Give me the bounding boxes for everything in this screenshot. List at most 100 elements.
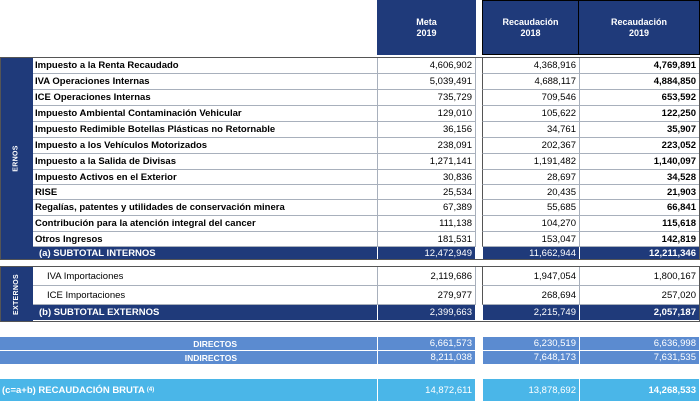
table-row: Regalías, patentes y utilidades de conse… <box>33 200 700 216</box>
cell-meta: 129,010 <box>377 106 476 122</box>
directos-r2019: 6,636,998 <box>579 337 700 351</box>
recaudacion-bruta-row: (c=a+b) RECAUDACIÓN BRUTA (4) 14,872,611… <box>0 379 700 401</box>
table-row: Impuesto a los Vehículos Motorizados 238… <box>33 138 700 154</box>
cell-r2018: 268,694 <box>482 286 579 305</box>
cell-r2019: 4,884,850 <box>579 74 700 90</box>
cell-meta: 238,091 <box>377 138 476 154</box>
subtotal-internos-meta: 12,472,949 <box>377 247 476 260</box>
table-row: Impuesto Redimible Botellas Plásticas no… <box>33 122 700 138</box>
subtotal-externos-meta: 2,399,663 <box>377 305 476 320</box>
cell-r2019: 66,841 <box>579 200 700 216</box>
section-label-internos: ERNOS <box>0 57 33 259</box>
subtotal-internos-r2019: 12,211,346 <box>579 247 700 260</box>
cell-r2018: 202,367 <box>482 138 579 154</box>
row-label: ICE Importaciones <box>33 286 377 305</box>
cell-meta: 25,534 <box>377 185 476 200</box>
table-row: ICE Importaciones 279,977 268,694 257,02… <box>33 286 700 305</box>
cell-r2019: 257,020 <box>579 286 700 305</box>
subtotal-externos-label: (b) SUBTOTAL EXTERNOS <box>33 305 377 320</box>
indirectos-meta: 8,211,038 <box>377 351 476 365</box>
header-meta-2019: Meta 2019 <box>377 0 476 55</box>
subtotal-externos-r2018: 2,215,749 <box>482 305 579 320</box>
cell-r2018: 4,688,117 <box>482 74 579 90</box>
row-label: Otros Ingresos <box>33 232 377 247</box>
row-label: Impuesto a la Renta Recaudado <box>33 58 377 74</box>
cell-meta: 2,119,686 <box>377 267 476 286</box>
cell-r2018: 1,191,482 <box>482 154 579 170</box>
indirectos-label: INDIRECTOS <box>0 351 377 365</box>
directos-label: DIRECTOS <box>0 337 377 351</box>
cell-r2019: 4,769,891 <box>579 58 700 74</box>
subtotal-internos-label: (a) SUBTOTAL INTERNOS <box>33 247 377 260</box>
header-recaudacion-2019: Recaudación 2019 <box>579 0 700 55</box>
row-label: ICE Operaciones Internas <box>33 90 377 106</box>
cell-r2018: 153,047 <box>482 232 579 247</box>
header-r2019-title: Recaudación <box>610 16 668 27</box>
indirectos-r2019: 7,631,535 <box>579 351 700 365</box>
header-meta-year: 2019 <box>416 27 437 38</box>
cell-r2018: 105,622 <box>482 106 579 122</box>
cell-r2019: 122,250 <box>579 106 700 122</box>
cell-r2018: 104,270 <box>482 216 579 232</box>
cell-r2018: 34,761 <box>482 122 579 138</box>
table-row: Impuesto Activos en el Exterior 30,836 2… <box>33 170 700 185</box>
cell-r2019: 115,618 <box>579 216 700 232</box>
table-row: RISE 25,534 20,435 21,903 <box>33 185 700 200</box>
cell-r2019: 1,800,167 <box>579 267 700 286</box>
recaudacion-bruta-text: (c=a+b) RECAUDACIÓN BRUTA <box>2 384 145 396</box>
cell-meta: 4,606,902 <box>377 58 476 74</box>
row-label: Impuesto Activos en el Exterior <box>33 170 377 185</box>
cell-meta: 111,138 <box>377 216 476 232</box>
indirectos-row: INDIRECTOS 8,211,038 7,648,173 7,631,535 <box>0 351 700 365</box>
cell-r2018: 1,947,054 <box>482 267 579 286</box>
row-label: Impuesto a los Vehículos Motorizados <box>33 138 377 154</box>
row-label: Impuesto Ambiental Contaminación Vehicul… <box>33 106 377 122</box>
cell-r2019: 1,140,097 <box>579 154 700 170</box>
cell-meta: 279,977 <box>377 286 476 305</box>
header-meta-title: Meta <box>416 16 437 27</box>
recaudacion-bruta-meta: 14,872,611 <box>377 379 476 401</box>
subtotal-externos-r2019: 2,057,187 <box>579 305 700 320</box>
row-label: Impuesto a la Salida de Divisas <box>33 154 377 170</box>
recaudacion-bruta-label: (c=a+b) RECAUDACIÓN BRUTA (4) <box>0 379 377 401</box>
row-label: Regalías, patentes y utilidades de conse… <box>33 200 377 216</box>
table-row: Otros Ingresos 181,531 153,047 142,819 <box>33 232 700 247</box>
table-row: Impuesto a la Renta Recaudado 4,606,902 … <box>33 58 700 74</box>
row-label: Contribución para la atención integral d… <box>33 216 377 232</box>
cell-meta: 735,729 <box>377 90 476 106</box>
directos-r2018: 6,230,519 <box>482 337 579 351</box>
table-row: IVA Operaciones Internas 5,039,491 4,688… <box>33 74 700 90</box>
table-row: ICE Operaciones Internas 735,729 709,546… <box>33 90 700 106</box>
recaudacion-bruta-r2018: 13,878,692 <box>482 379 579 401</box>
recaudacion-bruta-r2019: 14,268,533 <box>579 379 700 401</box>
section-label-externos: EXTERNOS <box>0 266 33 322</box>
directos-row: DIRECTOS 6,661,573 6,230,519 6,636,998 <box>0 337 700 351</box>
header-r2018-year: 2018 <box>520 27 541 38</box>
cell-r2018: 4,368,916 <box>482 58 579 74</box>
subtotal-internos-row: (a) SUBTOTAL INTERNOS 12,472,949 11,662,… <box>33 247 700 260</box>
indirectos-r2018: 7,648,173 <box>482 351 579 365</box>
table-row: Impuesto a la Salida de Divisas 1,271,14… <box>33 154 700 170</box>
cell-r2019: 34,528 <box>579 170 700 185</box>
row-label: Impuesto Redimible Botellas Plásticas no… <box>33 122 377 138</box>
cell-r2018: 709,546 <box>482 90 579 106</box>
header-r2019-year: 2019 <box>628 27 650 38</box>
cell-r2018: 55,685 <box>482 200 579 216</box>
cell-meta: 1,271,141 <box>377 154 476 170</box>
table-row: Impuesto Ambiental Contaminación Vehicul… <box>33 106 700 122</box>
row-label: IVA Operaciones Internas <box>33 74 377 90</box>
cell-meta: 36,156 <box>377 122 476 138</box>
cell-r2019: 21,903 <box>579 185 700 200</box>
cell-meta: 30,836 <box>377 170 476 185</box>
cell-r2018: 28,697 <box>482 170 579 185</box>
table-row: IVA Importaciones 2,119,686 1,947,054 1,… <box>33 267 700 286</box>
recaudacion-bruta-note: (4) <box>146 387 155 393</box>
cell-meta: 67,389 <box>377 200 476 216</box>
cell-r2019: 142,819 <box>579 232 700 247</box>
cell-meta: 181,531 <box>377 232 476 247</box>
subtotal-externos-row: (b) SUBTOTAL EXTERNOS 2,399,663 2,215,74… <box>33 305 700 320</box>
cell-r2019: 35,907 <box>579 122 700 138</box>
row-label: RISE <box>33 185 377 200</box>
cell-r2019: 653,592 <box>579 90 700 106</box>
